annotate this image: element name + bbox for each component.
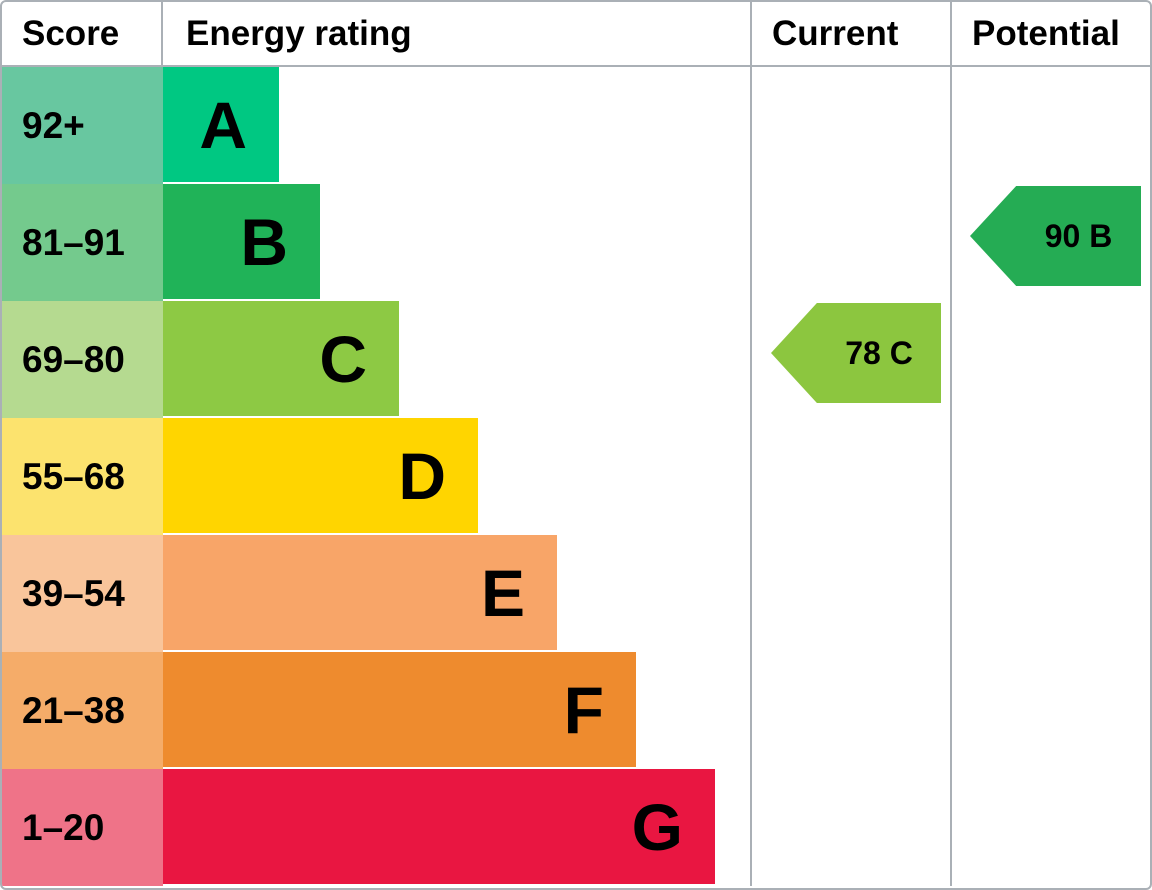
score-range-label: 81–91 [2,184,163,301]
band-bar-d: D [163,418,478,533]
band-row-e: 39–54 E [2,535,1150,652]
score-range-label: 55–68 [2,418,163,535]
band-bar-e: E [163,535,557,650]
score-range-label: 21–38 [2,652,163,769]
header-row: Score Energy rating Current Potential [2,2,1150,67]
band-bar-g: G [163,769,715,884]
chart-body: 92+ A 81–91 B 69–80 C 55–68 D 39–54 E 21… [2,67,1150,886]
band-row-f: 21–38 F [2,652,1150,769]
score-range-label: 1–20 [2,769,163,886]
score-range-label: 92+ [2,67,163,184]
potential-column-header: Potential [972,13,1120,53]
band-bar-f: F [163,652,636,767]
energy-rating-column-header: Energy rating [163,2,752,65]
band-letter: F [563,672,604,747]
band-letter: G [631,789,683,864]
band-letter: B [240,204,288,279]
band-bar-a: A [163,67,279,182]
band-bar-c: C [163,301,399,416]
band-row-d: 55–68 D [2,418,1150,535]
score-range-label: 39–54 [2,535,163,652]
band-row-a: 92+ A [2,67,1150,184]
band-bar-b: B [163,184,320,299]
band-letter: A [199,87,247,162]
current-column-header: Current [752,2,952,65]
band-letter: E [480,555,525,630]
score-column-header: Score [2,2,163,65]
potential-rating-label: 90 B [1044,217,1113,254]
band-row-b: 81–91 B [2,184,1150,301]
current-column-divider [750,67,752,886]
score-range-label: 69–80 [2,301,163,418]
current-rating-label: 78 C [845,334,913,371]
band-letter: D [398,438,446,513]
band-row-c: 69–80 C [2,301,1150,418]
potential-column-divider [950,67,952,886]
band-letter: C [319,321,367,396]
band-row-g: 1–20 G [2,769,1150,886]
